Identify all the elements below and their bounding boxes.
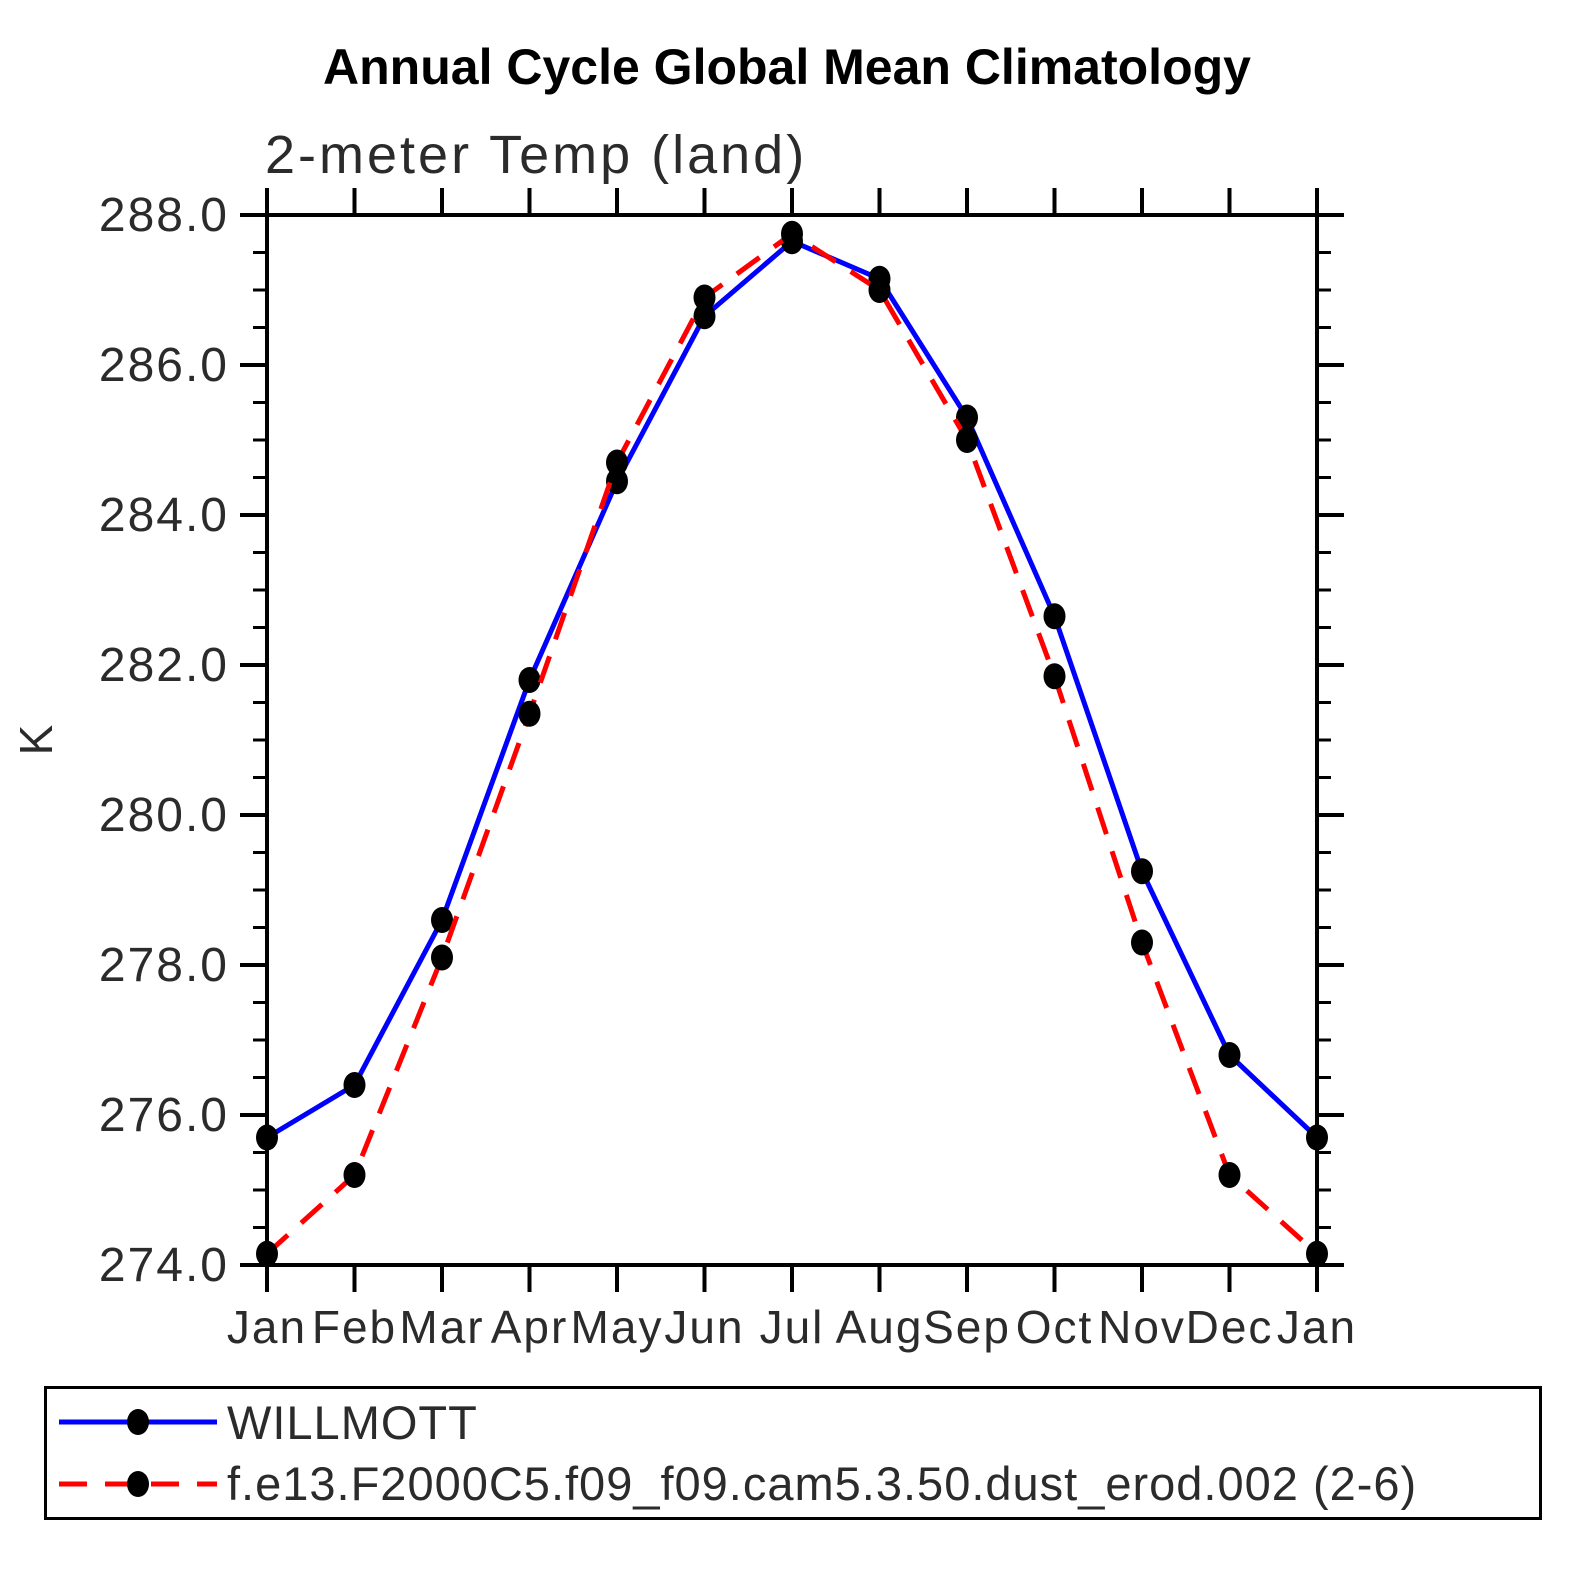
x-tick-label: Mar (399, 1301, 484, 1353)
data-point-model-Sep (956, 427, 978, 453)
x-tick-label: Nov (1098, 1301, 1186, 1353)
data-point-model-Jun (693, 284, 716, 311)
x-tick-label: Jul (760, 1301, 825, 1353)
chart-subtitle: 2-meter Temp (land) (265, 125, 808, 185)
x-tick-label: May (571, 1301, 664, 1353)
y-tick-label: 284.0 (99, 489, 229, 542)
legend-swatch-willmott-line-icon (59, 1409, 217, 1436)
x-tick-label: Jan (227, 1301, 307, 1353)
data-point-model-Nov (1131, 929, 1153, 956)
data-point-willmott-Jan (1306, 1124, 1328, 1151)
data-point-model-Oct (1043, 663, 1066, 690)
x-tick-label: Sep (923, 1301, 1011, 1353)
y-tick-label: 286.0 (99, 339, 229, 392)
data-point-willmott-Oct (1043, 603, 1066, 630)
y-tick-label: 276.0 (99, 1089, 229, 1142)
x-tick-label: Jan (1277, 1301, 1357, 1353)
x-tick-label: Apr (491, 1301, 569, 1353)
y-tick-label: 278.0 (99, 939, 229, 992)
legend-label-willmott: WILLMOTT (227, 1395, 478, 1449)
data-point-willmott-Jan (256, 1124, 278, 1151)
data-point-willmott-Jun (693, 303, 716, 330)
y-tick-label: 282.0 (99, 639, 229, 692)
x-tick-label: Aug (836, 1301, 924, 1353)
data-point-model-May (606, 449, 628, 476)
data-point-model-Feb (343, 1162, 366, 1188)
data-point-model-Dec (1218, 1162, 1241, 1188)
y-axis-label: K (10, 724, 62, 755)
data-point-willmott-Mar (431, 907, 453, 933)
data-point-model-Jul (781, 220, 803, 247)
data-point-willmott-May (606, 468, 628, 495)
data-point-willmott-Apr (518, 667, 541, 693)
y-tick-label: 280.0 (99, 789, 229, 842)
data-point-willmott-Feb (343, 1072, 366, 1098)
data-point-willmott-Sep (956, 404, 978, 431)
series-line-model (265, 230, 1319, 1256)
legend-label-model: f.e13.F2000C5.f09_f09.cam5.3.50.dust_ero… (227, 1457, 1418, 1511)
legend-swatch-model-line-icon (59, 1470, 217, 1497)
x-tick-label: Feb (312, 1301, 397, 1353)
legend-entry-model: f.e13.F2000C5.f09_f09.cam5.3.50.dust_ero… (53, 1456, 1539, 1512)
chart-title: Annual Cycle Global Mean Climatology (323, 39, 1251, 95)
data-point-model-Jan (1306, 1240, 1328, 1267)
data-point-model-Apr (518, 700, 541, 727)
x-tick-label: Dec (1186, 1301, 1274, 1353)
plot-frame (265, 213, 1319, 1267)
y-tick-label: 274.0 (99, 1239, 229, 1292)
x-tick-label: Jun (664, 1301, 744, 1353)
data-point-willmott-Nov (1131, 858, 1153, 885)
y-tick-label: 288.0 (99, 189, 229, 242)
data-point-model-Aug (868, 277, 891, 303)
legend: WILLMOTT f.e13.F2000C5.f09_f09.cam5.3.50… (44, 1386, 1542, 1520)
x-tick-label: Oct (1016, 1301, 1094, 1353)
data-point-model-Jan (256, 1240, 278, 1267)
data-point-willmott-Dec (1218, 1042, 1241, 1068)
data-point-model-Mar (431, 944, 453, 971)
legend-entry-willmott: WILLMOTT (53, 1394, 1539, 1450)
